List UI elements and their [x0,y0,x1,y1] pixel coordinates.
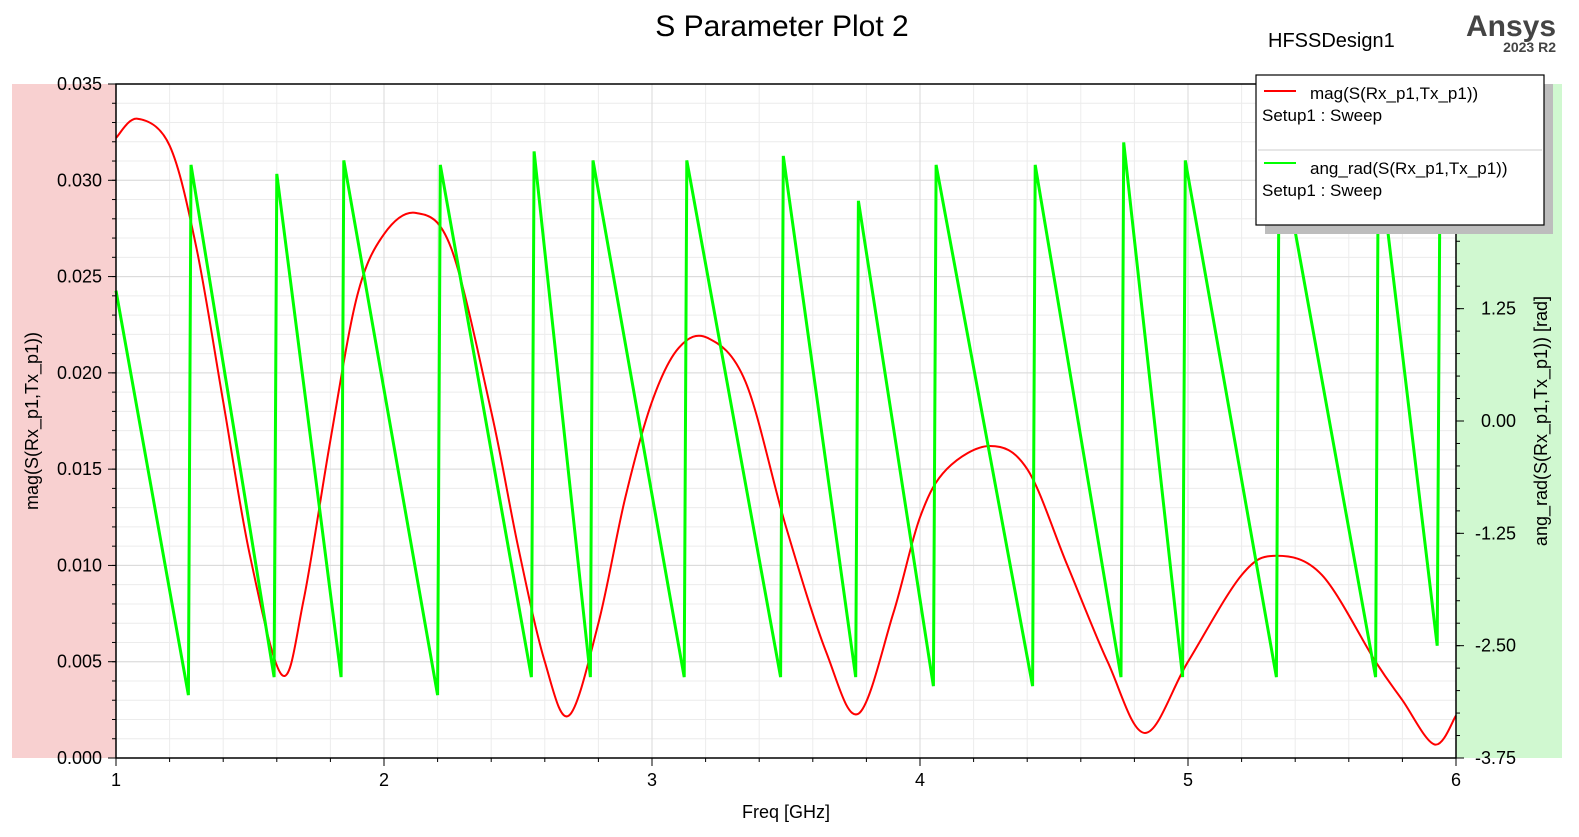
y-left-tick-label: 0.005 [57,652,102,672]
x-tick-label: 6 [1451,770,1461,790]
chart-title: S Parameter Plot 2 [655,10,908,43]
x-tick-label: 4 [915,770,925,790]
brand-logo: Ansys [1466,10,1556,43]
ang-series-line [114,142,1456,696]
brand-version: 2023 R2 [1503,39,1556,55]
legend-entry-mag: mag(S(Rx_p1,Tx_p1)) [1310,84,1478,103]
x-axis-ticks: 1 2 3 4 5 6 [111,758,1461,790]
y-right-tick-label: 1.25 [1481,299,1516,319]
y-right-tick-label: 0.00 [1481,411,1516,431]
y-left-tick-label: 0.030 [57,170,102,190]
x-tick-label: 3 [647,770,657,790]
x-tick-label: 1 [111,770,121,790]
y-left-tick-label: 0.015 [57,459,102,479]
y-right-axis-label: ang_rad(S(Rx_p1,Tx_p1)) [rad] [1531,296,1552,546]
y-right-axis-ticks: -3.75 -2.50 -1.25 0.00 1.25 [1456,83,1516,768]
x-tick-label: 2 [379,770,389,790]
legend[interactable]: mag(S(Rx_p1,Tx_p1)) Setup1 : Sweep ang_r… [1255,74,1553,234]
x-axis-label: Freq [GHz] [742,802,830,822]
y-left-tick-label: 0.010 [57,555,102,575]
left-axis-band [12,84,116,758]
y-left-tick-label: 0.025 [57,267,102,287]
x-tick-label: 5 [1183,770,1193,790]
legend-setup-ang: Setup1 : Sweep [1262,181,1382,200]
design-name: HFSSDesign1 [1268,30,1395,52]
legend-setup-mag: Setup1 : Sweep [1262,106,1382,125]
mag-series-curve [115,117,1457,746]
legend-entry-ang: ang_rad(S(Rx_p1,Tx_p1)) [1310,159,1507,178]
y-left-tick-label: 0.035 [57,74,102,94]
y-left-axis-ticks: 0.000 0.005 0.010 0.015 0.020 0.025 0.030 0.035 [57,74,116,768]
y-left-axis-label: mag(S(Rx_p1,Tx_p1)) [22,332,43,510]
y-right-tick-label: -1.25 [1475,523,1516,543]
series-layer [114,117,1457,746]
y-right-tick-label: -3.75 [1475,748,1516,768]
y-left-tick-label: 0.000 [57,748,102,768]
y-right-tick-label: -2.50 [1475,636,1516,656]
y-left-tick-label: 0.020 [57,363,102,383]
